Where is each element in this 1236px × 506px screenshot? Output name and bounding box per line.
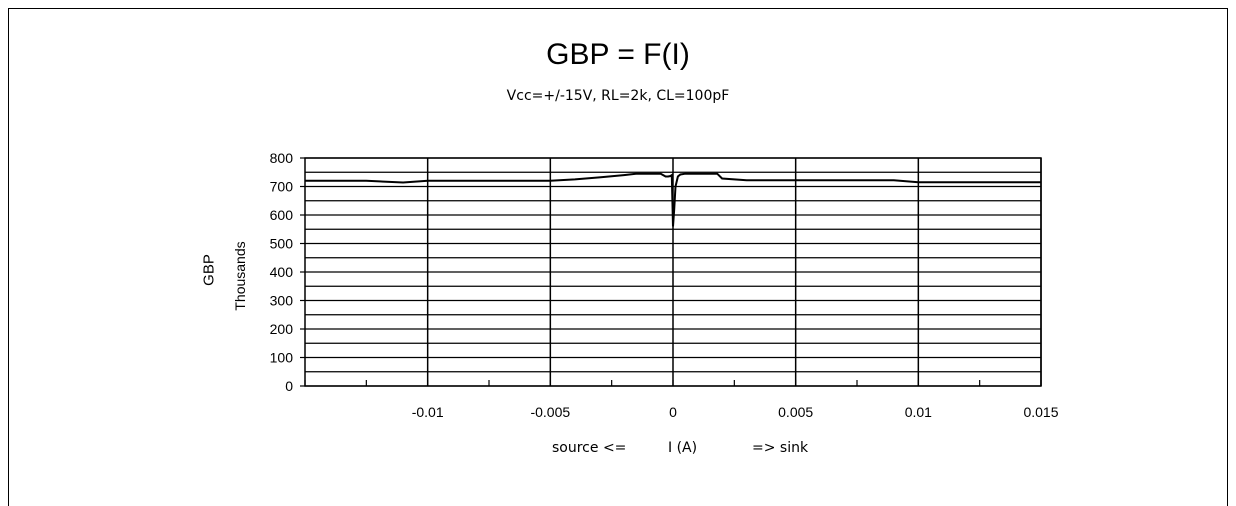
x-tick-label: 0.015	[1023, 404, 1058, 420]
x-axis-label-right: => sink	[752, 440, 809, 456]
y-tick-label: 400	[270, 264, 294, 280]
x-tick-label: 0	[669, 404, 677, 420]
x-tick-label: 0.01	[905, 404, 932, 420]
x-axis-label-center: I (A)	[668, 440, 698, 456]
chart-subtitle: Vcc=+/-15V, RL=2k, CL=100pF	[506, 88, 730, 104]
chart-title: GBP = F(I)	[546, 38, 690, 71]
series-line	[305, 172, 1041, 227]
y-tick-label: 700	[270, 179, 294, 195]
x-axis-label-left: source <=	[552, 440, 627, 456]
x-tick-label: 0.005	[778, 404, 813, 420]
y-tick-label: 500	[270, 236, 294, 252]
y-tick-label: 800	[270, 150, 294, 166]
x-tick-label: -0.005	[530, 404, 570, 420]
y-tick-label: 200	[270, 321, 294, 337]
chart-frame	[8, 8, 1228, 506]
y-tick-label: 100	[270, 350, 294, 366]
x-axis-label: source <= I (A) => sink	[0, 440, 1236, 460]
y-tick-label: 600	[270, 207, 294, 223]
y-tick-label: 300	[270, 293, 294, 309]
x-tick-label: -0.01	[412, 404, 444, 420]
y-tick-label: 0	[285, 378, 293, 394]
